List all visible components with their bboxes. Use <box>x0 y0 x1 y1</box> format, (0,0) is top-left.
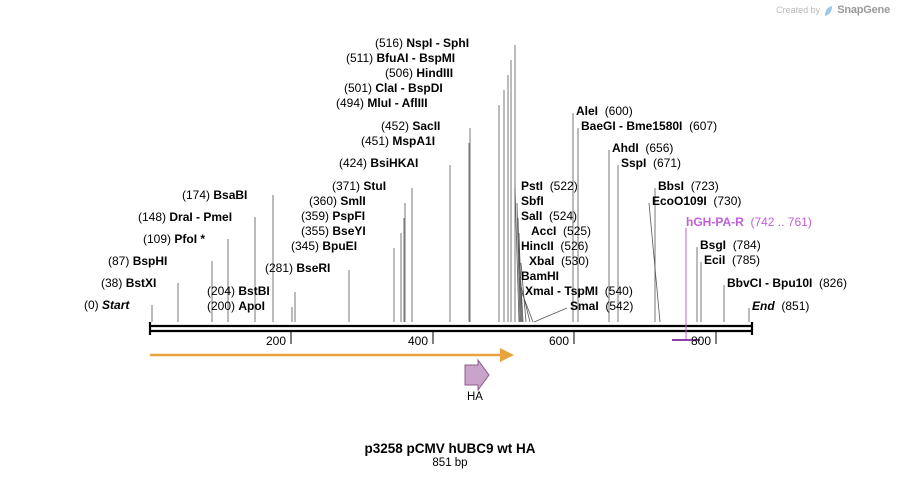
ruler-ticks <box>290 331 717 344</box>
site-label-730: EcoO109I (730) <box>652 194 742 208</box>
site-label-607: BaeGI - Bme1580I (607) <box>581 119 718 133</box>
site-label-511: (511) BfuAI - BspMI <box>346 51 456 65</box>
site-label-524: SalI (524) <box>521 209 578 223</box>
site-label-360: (360) SmlI <box>309 194 366 208</box>
site-label-516: (516) NspI - SphI <box>375 36 470 50</box>
site-label-501: (501) ClaI - BspDI <box>344 81 443 95</box>
site-label-785: EciI (785) <box>704 253 761 267</box>
site-label-494: (494) MluI - AflIII <box>336 96 428 110</box>
site-label-452: (452) SacII <box>381 119 441 133</box>
site-label-359: (359) PspFI <box>301 209 366 223</box>
site-label-355: (355) BseYI <box>301 224 366 238</box>
primer-hgh-pa-r <box>672 228 700 341</box>
site-label-522b: SbfI <box>521 194 544 208</box>
site-label-281: (281) BseRI <box>265 261 331 275</box>
site-label-600: AleI (600) <box>576 104 633 118</box>
page-title: p3258 pCMV hUBC9 wt HA <box>364 441 536 456</box>
site-label-536: BamHI <box>521 269 560 283</box>
ruler-tick-400: 400 <box>408 334 429 348</box>
site-label-784: BsgI (784) <box>700 238 761 252</box>
sequence-backbone <box>148 322 754 335</box>
snapgene-credit: Created by SnapGene <box>776 4 890 16</box>
site-label-522: PstI (522) <box>521 179 578 193</box>
site-label-723: BbsI (723) <box>658 179 719 193</box>
site-label-371: (371) StuI <box>332 179 387 193</box>
ruler-tick-800: 800 <box>691 334 712 348</box>
plasmid-length: 851 bp <box>432 457 468 469</box>
site-label-851: End (851) <box>752 299 810 313</box>
orf-arrow <box>150 348 514 362</box>
site-label-506: (506) HindIII <box>385 66 454 80</box>
site-label-109: (109) PfoI * <box>143 232 206 246</box>
site-label-148: (148) DraI - PmeI <box>138 210 233 224</box>
site-label-200: (200) ApoI <box>207 299 266 313</box>
primer-label-hgh-pa-r: hGH-PA-R (742 .. 761) <box>686 215 812 229</box>
site-label-424: (424) BsiHKAI <box>339 156 419 170</box>
site-label-451: (451) MspA1I <box>361 134 436 148</box>
snapgene-leaf-icon <box>824 5 833 17</box>
site-label-526: HincII (526) <box>521 239 589 253</box>
site-label-87: (87) BspHI <box>108 254 168 268</box>
site-label-0: (0) Start <box>84 298 130 312</box>
site-label-174: (174) BsaBI <box>182 188 248 202</box>
site-label-38: (38) BstXI <box>101 276 157 290</box>
snapgene-wordmark: SnapGene <box>837 4 890 16</box>
ha-feature-label: HA <box>467 391 483 403</box>
site-label-542: SmaI (542) <box>570 299 634 313</box>
ruler-tick-600: 600 <box>549 334 570 348</box>
site-label-525: AccI (525) <box>531 224 592 238</box>
site-label-656: AhdI (656) <box>612 141 674 155</box>
ruler-tick-200: 200 <box>266 334 287 348</box>
site-label-540: XmaI - TspMI (540) <box>525 284 633 298</box>
site-leader-lines <box>151 45 750 323</box>
site-label-530: XbaI (530) <box>529 254 590 268</box>
site-label-204: (204) BstBI <box>207 284 270 298</box>
site-label-826: BbvCI - Bpu10I (826) <box>727 276 848 290</box>
ha-feature-arrow <box>464 358 490 392</box>
site-label-345: (345) BpuEI <box>291 239 358 253</box>
site-label-671: SspI (671) <box>621 156 682 170</box>
credit-prefix: Created by <box>776 5 821 15</box>
